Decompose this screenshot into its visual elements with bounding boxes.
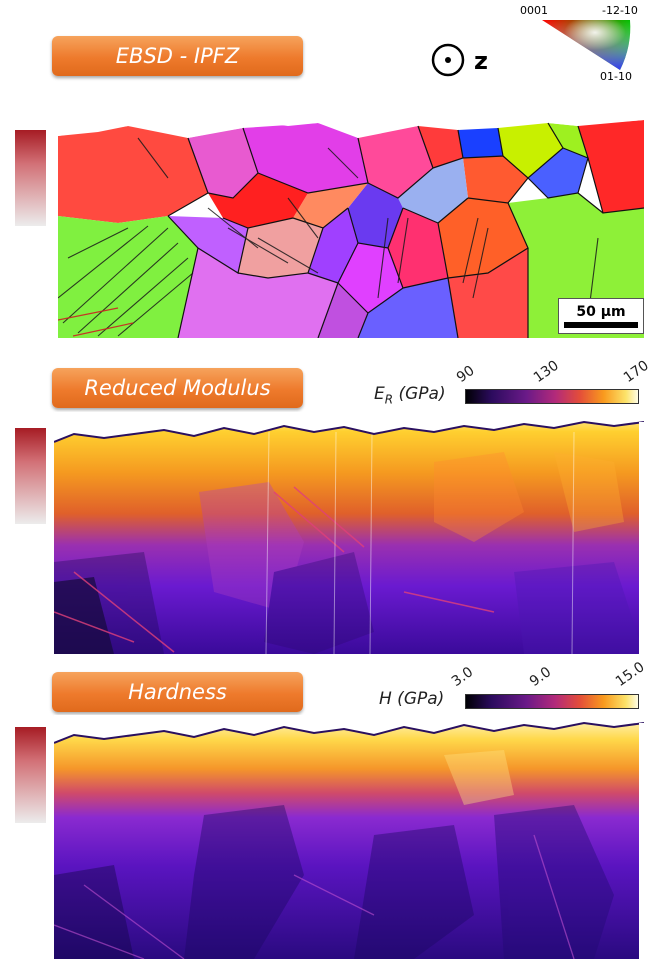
side-marker-modulus bbox=[15, 428, 46, 524]
modulus-map-svg bbox=[54, 412, 644, 654]
modulus-colorbar-unit: (GPa) bbox=[393, 384, 446, 404]
ebsd-scalebar-label: 50 µm bbox=[576, 304, 626, 320]
ebsd-scalebar-bar bbox=[564, 322, 638, 328]
modulus-title-banner: Reduced Modulus bbox=[52, 368, 303, 408]
modulus-map bbox=[54, 412, 644, 654]
side-marker-hardness bbox=[15, 727, 46, 823]
z-axis-marker: z bbox=[431, 43, 488, 77]
modulus-tick-90: 90 bbox=[453, 362, 478, 386]
modulus-title: Reduced Modulus bbox=[84, 376, 271, 400]
ebsd-title: EBSD - IPFZ bbox=[115, 44, 240, 68]
hardness-colorbar bbox=[465, 694, 639, 709]
ipf-triangle bbox=[542, 20, 631, 70]
ipf-label-01-10: 01-10 bbox=[600, 70, 632, 83]
hardness-tick-9: 9.0 bbox=[526, 664, 555, 690]
ipf-label-0001: 0001 bbox=[520, 4, 548, 17]
modulus-colorbar-subscript: R bbox=[384, 392, 394, 407]
ebsd-grain-map-svg bbox=[58, 98, 644, 338]
modulus-colorbar-title: ER (GPa) bbox=[374, 384, 446, 406]
hardness-tick-3: 3.0 bbox=[448, 664, 477, 690]
ipf-label-12-10: -12-10 bbox=[602, 4, 638, 17]
hardness-title-banner: Hardness bbox=[52, 672, 303, 712]
hardness-map bbox=[54, 715, 644, 959]
modulus-tick-130: 130 bbox=[530, 357, 562, 386]
hardness-title: Hardness bbox=[128, 680, 227, 704]
hardness-colorbar-title: H (GPa) bbox=[379, 689, 445, 709]
ebsd-title-banner: EBSD - IPFZ bbox=[52, 36, 303, 76]
hardness-map-svg bbox=[54, 715, 644, 959]
z-axis-letter: z bbox=[474, 47, 488, 75]
side-marker-ebsd bbox=[15, 130, 46, 226]
modulus-colorbar bbox=[465, 389, 639, 404]
hardness-tick-15: 15.0 bbox=[612, 659, 648, 690]
ebsd-scalebar: 50 µm bbox=[558, 298, 644, 334]
modulus-tick-170: 170 bbox=[620, 357, 652, 386]
modulus-colorbar-symbol: E bbox=[374, 384, 385, 404]
ebsd-grain-map: 50 µm bbox=[58, 98, 644, 338]
